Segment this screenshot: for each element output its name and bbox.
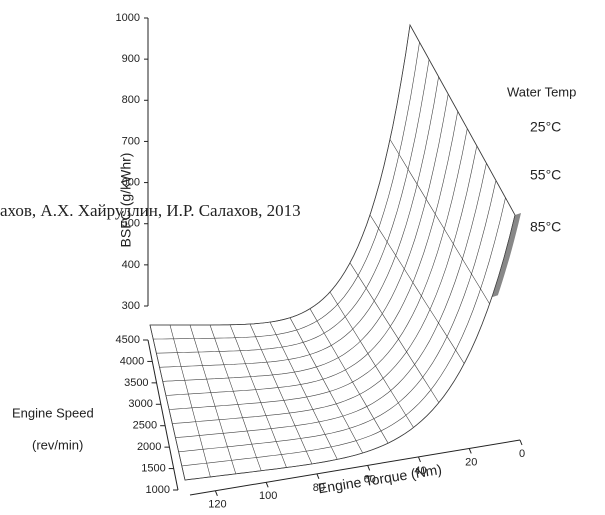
y-tick-label: 4000 (120, 355, 144, 367)
watermark: ахов, А.Х. Хайруллин, И.Р. Салахов, 2013 (0, 201, 301, 220)
z-tick-label: 400 (122, 259, 140, 271)
y-axis-unit: (rev/min) (32, 437, 83, 452)
x-tick-label: 40 (414, 465, 426, 477)
x-tick (519, 439, 523, 446)
x-tick (265, 482, 269, 488)
mesh-line (159, 76, 439, 368)
mesh-line (209, 324, 262, 471)
mesh-line (189, 324, 237, 474)
legend-label: 85°C (530, 219, 561, 235)
z-tick-label: 800 (122, 94, 140, 106)
mesh-line (178, 180, 497, 453)
x-tick-label: 20 (465, 456, 477, 468)
z-tick-label: 500 (122, 218, 140, 230)
z-axis-label: BSFC (g/kWhr) (118, 153, 134, 248)
mesh-line (165, 111, 458, 396)
y-tick-label: 4500 (116, 334, 140, 346)
y-tick-label: 3000 (128, 398, 152, 410)
legend-label: 25°C (530, 119, 561, 135)
x-tick-label: 100 (259, 490, 277, 502)
y-tick-label: 2000 (137, 441, 161, 453)
mesh-line (156, 59, 430, 354)
mesh-line (162, 94, 449, 382)
mesh-line (309, 308, 389, 444)
surface-shade (491, 213, 521, 298)
mesh-line (329, 291, 414, 428)
x-tick (367, 465, 371, 471)
mesh-line (153, 42, 420, 340)
mesh-line (389, 139, 490, 305)
z-tick-label: 700 (122, 135, 140, 147)
mesh-line (229, 324, 287, 468)
z-tick-label: 1000 (116, 12, 140, 24)
surface-mesh (149, 23, 521, 481)
mesh-line (172, 145, 478, 424)
x-tick-label: 0 (519, 448, 525, 460)
x-tick (417, 456, 421, 463)
mesh-line (269, 321, 338, 460)
mesh-line (175, 163, 487, 438)
mesh-line (169, 324, 211, 477)
x-tick (214, 490, 218, 496)
mesh-line (169, 128, 468, 410)
mesh-line (181, 197, 506, 467)
x-tick (468, 448, 472, 454)
surface (149, 23, 516, 481)
y-axis (147, 339, 179, 491)
mesh-line (184, 214, 516, 481)
mesh-line (150, 24, 411, 326)
x-tick-label: 120 (208, 499, 226, 511)
y-tick-label: 1500 (141, 462, 165, 474)
y-tick-label: 1000 (146, 484, 170, 496)
mesh-line (289, 317, 363, 454)
mesh-line (409, 24, 516, 216)
x-tick (316, 473, 320, 480)
legend-label: 55°C (530, 167, 561, 183)
y-axis-label: Engine Speed (12, 405, 94, 420)
x-tick-label: 60 (364, 473, 376, 485)
x-axis (189, 439, 521, 496)
mesh-line (249, 323, 313, 465)
y-tick-label: 2500 (133, 420, 157, 432)
mesh-line (149, 324, 186, 481)
legend-title: Water Temp (507, 84, 576, 99)
mesh-line (349, 262, 440, 403)
mesh-line (369, 214, 465, 364)
z-tick-label: 900 (122, 53, 140, 65)
y-tick-label: 3500 (124, 377, 148, 389)
z-tick-label: 600 (122, 176, 140, 188)
z-tick-label: 300 (122, 300, 140, 312)
x-tick-label: 80 (313, 482, 325, 494)
